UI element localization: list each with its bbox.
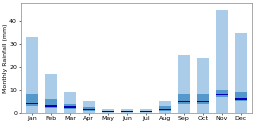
Bar	[82, 109, 95, 110]
Bar	[101, 109, 114, 113]
Bar	[44, 74, 57, 113]
Bar	[26, 103, 38, 104]
Bar	[158, 106, 170, 111]
Bar	[215, 10, 227, 113]
Bar	[196, 101, 208, 102]
Bar	[101, 111, 114, 112]
Bar	[120, 109, 133, 113]
Bar	[158, 109, 170, 110]
Bar	[234, 98, 246, 100]
Bar	[64, 92, 76, 113]
Bar	[26, 94, 38, 106]
Bar	[120, 111, 133, 112]
Bar	[177, 94, 189, 104]
Bar	[196, 58, 208, 113]
Bar	[26, 37, 38, 113]
Bar	[234, 92, 246, 101]
Y-axis label: Monthly Rainfall (mm): Monthly Rainfall (mm)	[3, 23, 8, 93]
Bar	[234, 33, 246, 113]
Bar	[158, 101, 170, 113]
Bar	[177, 101, 189, 102]
Bar	[177, 55, 189, 113]
Bar	[215, 90, 227, 97]
Bar	[64, 104, 76, 109]
Bar	[215, 94, 227, 95]
Bar	[196, 94, 208, 104]
Bar	[82, 107, 95, 111]
Bar	[44, 105, 57, 107]
Bar	[82, 101, 95, 113]
Bar	[64, 106, 76, 108]
Bar	[120, 111, 133, 112]
Bar	[139, 111, 151, 112]
Bar	[139, 109, 151, 113]
Bar	[139, 111, 151, 112]
Bar	[44, 99, 57, 108]
Bar	[101, 111, 114, 112]
